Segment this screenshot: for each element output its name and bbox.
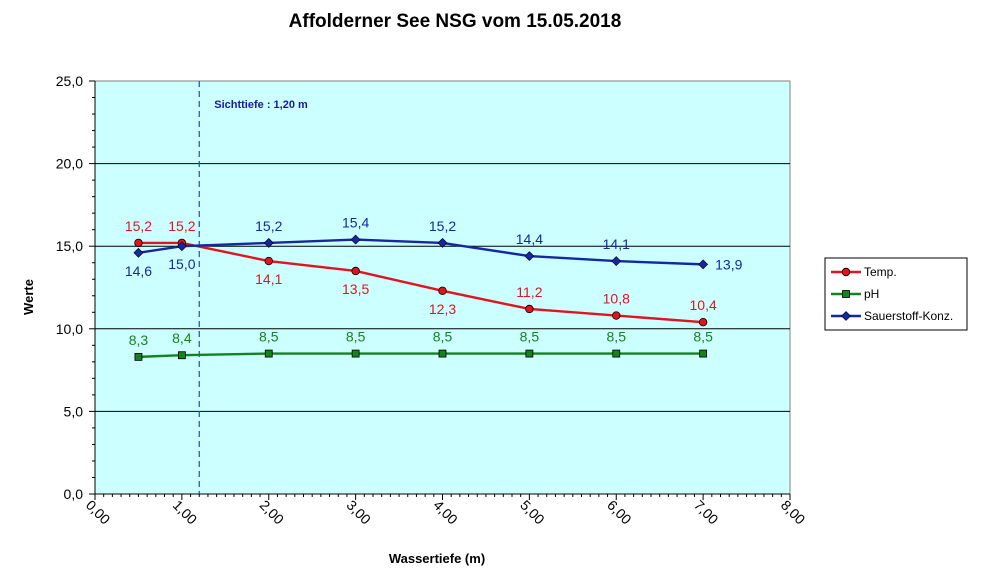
data-point: [525, 304, 534, 314]
data-labels: 15,2 15,2 14,1 13,5 12,3 11,2 10,8 10,4 8,3 8,4 8,…: [125, 215, 743, 348]
legend-item: pH: [831, 287, 879, 301]
legend: Temp. pH Sauerstoff-Konz.: [824, 257, 968, 331]
data-point: [611, 256, 622, 266]
data-point: [612, 311, 621, 320]
data-point: [351, 266, 360, 276]
axes: [89, 80, 791, 500]
data-point: [350, 234, 361, 245]
y-tick-label: 5,0: [64, 403, 84, 419]
series-line: [138, 238, 704, 266]
secchi-depth-label: Sichttiefe : 1,20 m: [214, 99, 308, 111]
legend-items: Temp. pH Sauerstoff-Konz.: [831, 265, 953, 323]
data-label: 14,6: [125, 263, 152, 279]
legend-item: Sauerstoff-Konz.: [831, 309, 953, 323]
data-label: 8,5: [520, 329, 540, 345]
x-tick-label: 0,00: [83, 497, 114, 528]
data-label: 10,4: [690, 297, 717, 313]
data-label: 14,4: [516, 231, 543, 247]
data-label: 15,2: [255, 218, 282, 234]
data-label: 14,1: [603, 236, 630, 252]
data-label: 14,1: [255, 271, 282, 287]
data-point: [134, 352, 143, 361]
y-tick-label: 15,0: [56, 238, 83, 254]
data-label: 8,5: [346, 329, 366, 345]
y-tick-label: 0,0: [64, 486, 84, 502]
data-point: [134, 238, 143, 248]
series-ph: [134, 349, 708, 361]
data-point: [351, 349, 360, 358]
data-label: 8,5: [433, 329, 453, 345]
x-tick-label: 8,00: [778, 497, 809, 528]
data-point: [176, 241, 187, 252]
data-point: [525, 349, 534, 358]
y-tick-label: 25,0: [56, 73, 83, 89]
secchi-depth-reference: Sichttiefe : 1,20 m: [198, 81, 308, 494]
data-label: 12,3: [429, 301, 456, 317]
series-line: [138, 352, 704, 359]
data-point: [842, 290, 850, 298]
y-tick-label: 20,0: [56, 156, 83, 172]
x-tick-label: 1,00: [170, 497, 201, 528]
x-tick-label: 5,00: [517, 497, 548, 528]
data-label: 8,5: [693, 329, 713, 345]
data-label: 10,8: [603, 291, 630, 307]
data-point: [177, 351, 186, 360]
series-layer: [133, 234, 709, 361]
data-point: [612, 349, 621, 358]
data-label: 8,5: [259, 329, 279, 345]
y-axis-ticks: 0,0 5,0 10,0 15,0 20,0 25,0: [56, 73, 83, 502]
data-label: 15,2: [429, 218, 456, 234]
chart-title: Affolderner See NSG vom 15.05.2018: [289, 11, 622, 32]
data-point: [437, 237, 448, 248]
data-point: [264, 256, 273, 266]
x-axis-title: Wassertiefe (m): [389, 551, 485, 566]
legend-label: Sauerstoff-Konz.: [864, 309, 953, 323]
data-point: [524, 251, 535, 262]
data-label: 15,4: [342, 215, 369, 231]
series-sauerstoff-konz: [133, 234, 709, 270]
legend-label: Temp.: [864, 265, 897, 279]
data-point: [841, 311, 851, 321]
x-tick-label: 4,00: [430, 497, 461, 528]
x-tick-label: 2,00: [257, 497, 288, 528]
data-label: 8,3: [129, 332, 149, 348]
data-label: 13,5: [342, 281, 369, 297]
y-axis-title: Werte: [21, 279, 36, 315]
x-tick-label: 3,00: [344, 497, 375, 528]
data-point: [438, 349, 447, 358]
data-point: [841, 267, 851, 277]
data-label: 13,9: [715, 256, 742, 272]
data-label: 8,4: [172, 330, 192, 346]
data-label: 15,2: [125, 218, 152, 234]
x-tick-label: 6,00: [604, 497, 635, 528]
data-point: [133, 247, 144, 258]
data-label: 15,2: [168, 218, 195, 234]
data-point: [698, 317, 708, 327]
data-point: [263, 237, 274, 248]
data-point: [438, 286, 447, 296]
y-tick-label: 10,0: [56, 321, 83, 337]
data-point: [699, 349, 708, 358]
data-label: 15,0: [168, 256, 195, 272]
legend-label: pH: [864, 287, 879, 301]
x-tick-label: 7,00: [691, 497, 722, 528]
x-axis-ticks: 0,00 1,00 2,00 3,00 4,00 5,00 6,00 7,00 8,00: [83, 497, 809, 528]
data-label: 11,2: [516, 284, 542, 300]
data-point: [698, 259, 709, 270]
legend-item: Temp.: [831, 265, 897, 279]
data-label: 8,5: [607, 329, 627, 345]
data-point: [264, 349, 273, 358]
